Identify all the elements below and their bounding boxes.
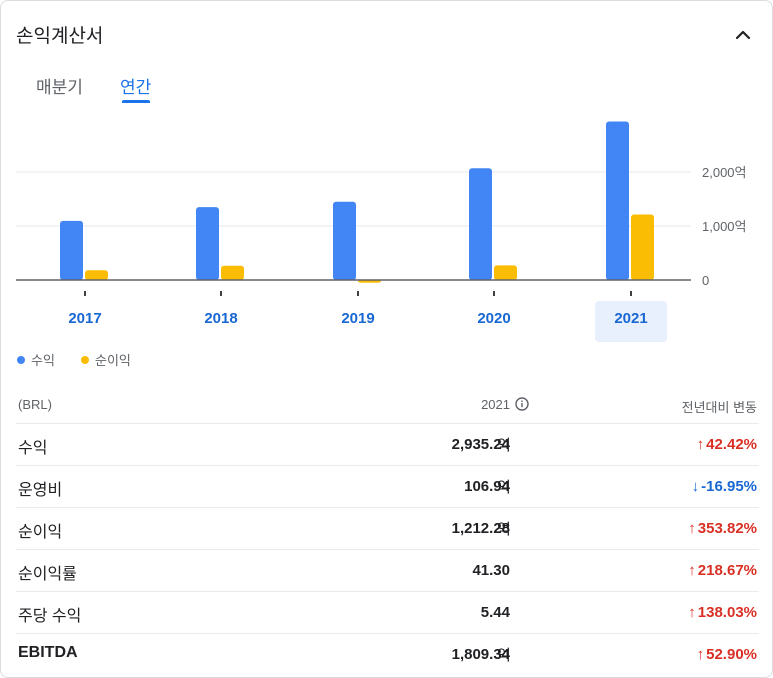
arrow-up-icon: ↑	[696, 436, 705, 453]
legend-net-income-label: 순이익	[95, 353, 131, 368]
row-unit: 억	[497, 521, 511, 538]
legend-revenue-label: 수익	[31, 353, 55, 368]
row-change-value: 353.82%	[697, 520, 757, 537]
table-row: 주당 수익 5.44 ↑ 138.03%	[16, 592, 759, 634]
table-row: 수익 2,935.24 억 ↑ 42.42%	[16, 424, 759, 466]
row-change-value: 218.67%	[697, 562, 757, 579]
change-header: 전년대비 변동	[681, 400, 757, 415]
x-tick-mark	[357, 291, 359, 296]
row-change: ↑ 218.67%	[688, 562, 757, 579]
row-label: 순이익률	[18, 566, 77, 583]
revenue-chart: 0 1,000억 2,000억 2017 2018 2019 2020 2021	[16, 121, 747, 327]
row-label: 순이익	[18, 524, 63, 541]
arrow-up-icon: ↑	[688, 520, 696, 537]
row-value: 41.30	[472, 562, 510, 579]
info-icon[interactable]	[515, 397, 529, 411]
revenue-bar-2018[interactable]	[196, 207, 219, 280]
revenue-bar-2019[interactable]	[333, 201, 356, 280]
year-label-2020[interactable]: 2020	[477, 310, 510, 327]
row-value: 5.44	[480, 604, 510, 621]
row-change: ↑ 42.42%	[697, 436, 757, 453]
y-tick-label: 1,000억	[702, 219, 747, 234]
row-value: 1,809.34	[451, 646, 510, 663]
row-change: ↑ 138.03%	[688, 604, 757, 621]
row-label: EBITDA	[18, 644, 78, 661]
row-change-value: 138.03%	[697, 604, 757, 621]
arrow-down-icon: ↓	[691, 478, 700, 495]
currency-header: (BRL)	[18, 397, 52, 412]
row-unit: 억	[497, 647, 511, 664]
selected-year-highlight	[595, 301, 667, 342]
table-row: EBITDA 1,809.34 억 ↑ 52.90%	[16, 634, 759, 675]
y-tick-label: 0	[702, 273, 709, 288]
row-value: 1,212.28	[451, 520, 510, 537]
row-change: ↓ -16.95%	[692, 478, 757, 495]
row-change: ↑ 52.90%	[697, 646, 757, 663]
row-change-value: 52.90%	[706, 646, 757, 663]
tab-quarterly[interactable]: 매분기	[36, 78, 83, 97]
row-label: 운영비	[18, 482, 63, 499]
x-tick-mark	[493, 291, 495, 296]
year-header: 2021	[481, 397, 510, 412]
row-unit: 억	[497, 437, 511, 454]
tab-annual[interactable]: 연간	[120, 78, 152, 97]
year-label-2021[interactable]: 2021	[614, 310, 647, 327]
table-row: 순이익 1,212.28 억 ↑ 353.82%	[16, 508, 759, 550]
row-value: 106.94	[464, 478, 510, 495]
revenue-bar-2021[interactable]	[606, 121, 629, 280]
year-label-2017[interactable]: 2017	[68, 310, 101, 327]
year-label-2018[interactable]: 2018	[204, 310, 237, 327]
tab-selected-indicator	[122, 100, 150, 103]
table-row: 운영비 106.94 억 ↓ -16.95%	[16, 466, 759, 508]
net-income-bar-2017[interactable]	[85, 270, 108, 280]
row-label: 주당 수익	[18, 608, 82, 625]
revenue-bar-2020[interactable]	[469, 168, 492, 280]
row-change: ↑ 353.82%	[688, 520, 757, 537]
blue-dot-icon	[17, 356, 25, 364]
table-row: 순이익률 41.30 ↑ 218.67%	[16, 550, 759, 592]
arrow-up-icon: ↑	[696, 646, 705, 663]
chevron-up-icon	[735, 30, 751, 40]
net-income-bar-2018[interactable]	[221, 265, 244, 280]
legend-revenue: 수익	[17, 350, 55, 369]
year-label-2019[interactable]: 2019	[341, 310, 374, 327]
table-header: (BRL) 2021 전년대비 변동	[16, 385, 759, 424]
row-change-value: -16.95%	[701, 478, 757, 495]
x-tick-mark	[630, 291, 632, 296]
arrow-up-icon: ↑	[688, 562, 696, 579]
collapse-button[interactable]	[729, 21, 757, 49]
x-tick-mark	[84, 291, 86, 296]
legend-net-income: 순이익	[81, 350, 131, 369]
row-change-value: 42.42%	[706, 436, 757, 453]
card-title: 손익계산서	[16, 26, 104, 47]
financial-table: (BRL) 2021 전년대비 변동 수익 2,935.24 억 ↑ 42.42% 운영비…	[16, 385, 759, 675]
arrow-up-icon: ↑	[688, 604, 696, 621]
yellow-dot-icon	[81, 356, 89, 364]
x-tick-mark	[220, 291, 222, 296]
net-income-bar-2020[interactable]	[494, 265, 517, 280]
y-tick-label: 2,000억	[702, 165, 747, 180]
row-value: 2,935.24	[451, 436, 510, 453]
row-unit: 억	[497, 479, 511, 496]
row-label: 수익	[18, 440, 48, 457]
revenue-bar-2017[interactable]	[60, 220, 83, 280]
net-income-bar-2021[interactable]	[631, 214, 654, 280]
